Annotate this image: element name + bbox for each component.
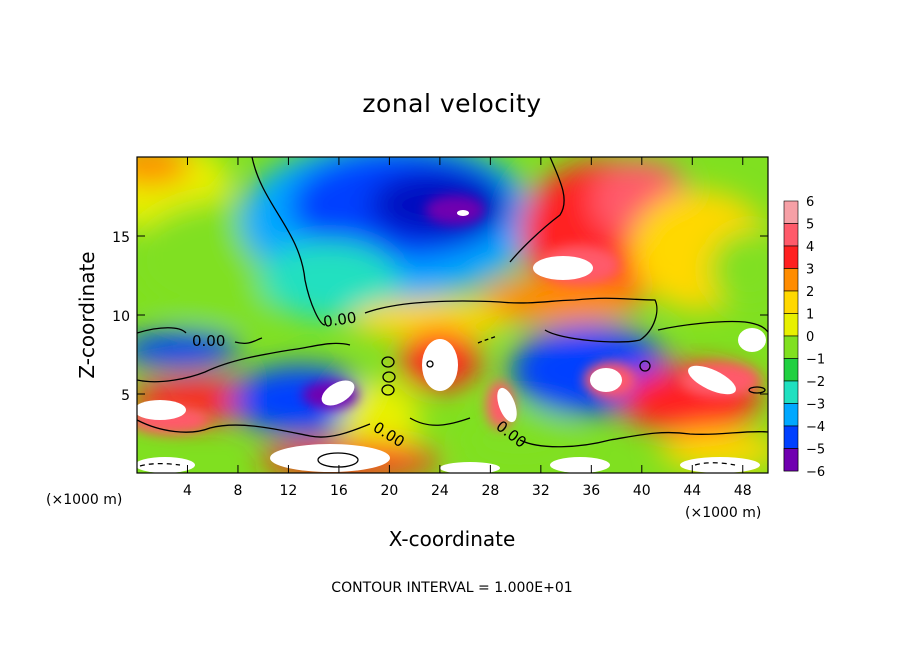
y-axis-ticks: 5 10 15 (112, 230, 768, 404)
x-unit-right: (×1000 m) (685, 505, 761, 521)
x-tick-label: 20 (380, 483, 398, 499)
velocity-field: 0.00 0.00 0.00 0.00 (137, 157, 768, 473)
x-tick-label: 48 (734, 483, 752, 499)
colorbar-label: −6 (806, 465, 825, 480)
y-tick-label: 15 (112, 230, 130, 246)
chart-title: zonal velocity (362, 89, 541, 118)
colorbar-label: −5 (806, 443, 825, 458)
x-tick-label: 32 (532, 483, 550, 499)
x-axis-label: X-coordinate (389, 527, 516, 551)
colorbar-label: 0 (806, 330, 814, 345)
colorbar-label: 4 (806, 240, 814, 255)
y-tick-label: 10 (112, 309, 130, 325)
x-axis-ticks: 4 8 12 16 20 24 28 32 36 40 44 48 (183, 157, 752, 499)
colorbar-label: 3 (806, 263, 814, 278)
colorbar-label: −1 (806, 353, 825, 368)
y-axis-label: Z-coordinate (75, 251, 99, 378)
x-tick-label: 40 (633, 483, 651, 499)
y-tick-label: 5 (121, 388, 130, 404)
colorbar-swatch (783, 268, 799, 292)
colorbar-swatch (783, 380, 799, 404)
colorbar-swatch (783, 403, 799, 427)
colorbar-swatch (783, 245, 799, 269)
colorbar-label: −2 (806, 375, 825, 390)
colorbar-label: 6 (806, 195, 814, 210)
x-tick-label: 28 (481, 483, 499, 499)
colorbar-label: 2 (806, 285, 814, 300)
colorbar-label: 1 (806, 308, 814, 323)
x-unit-left: (×1000 m) (46, 492, 122, 508)
colorbar-swatch (783, 358, 799, 382)
zero-contours (137, 157, 768, 468)
contour-interval-note: CONTOUR INTERVAL = 1.000E+01 (331, 580, 572, 596)
colorbar-swatch (783, 200, 799, 224)
x-tick-label: 36 (582, 483, 600, 499)
colorbar-swatch (783, 223, 799, 247)
colorbar-label: −3 (806, 398, 825, 413)
colorbar-swatch (783, 425, 799, 449)
x-tick-label: 24 (431, 483, 449, 499)
colorbar: 6 5 4 3 2 1 0 −1 −2 −3 −4 −5 −6 (783, 195, 825, 480)
colorbar-swatch (783, 313, 799, 337)
colorbar-swatch (783, 448, 799, 472)
x-tick-label: 12 (280, 483, 298, 499)
x-tick-label: 4 (183, 483, 192, 499)
x-tick-label: 16 (330, 483, 348, 499)
contour-label: 0.00 (322, 308, 358, 330)
colorbar-label: −4 (806, 420, 825, 435)
colorbar-label: 5 (806, 218, 814, 233)
x-tick-label: 8 (233, 483, 242, 499)
contour-label: 0.00 (192, 332, 225, 350)
colorbar-swatch (783, 290, 799, 314)
x-tick-label: 44 (683, 483, 701, 499)
colorbar-swatch (783, 335, 799, 359)
